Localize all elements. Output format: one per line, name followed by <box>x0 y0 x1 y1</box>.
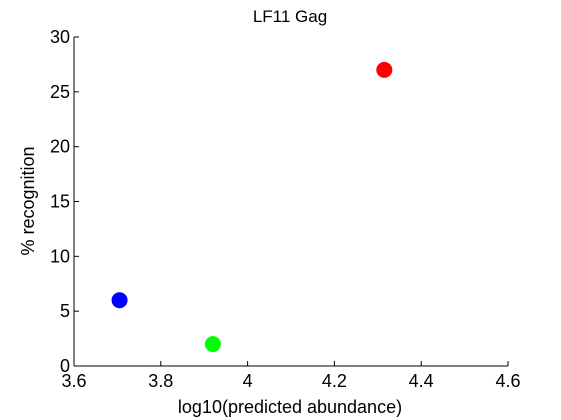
x-tick-label: 3.8 <box>148 371 173 391</box>
y-tick-label: 20 <box>50 137 70 157</box>
ticks: 3.6 3.8 4 4.2 4.4 4.6 0 5 10 15 20 25 30 <box>50 27 521 391</box>
y-tick-label: 10 <box>50 246 70 266</box>
axes <box>73 37 508 367</box>
data-point <box>111 292 128 309</box>
y-tick-label: 25 <box>50 82 70 102</box>
y-tick-label: 0 <box>60 356 70 376</box>
data-point <box>204 336 221 353</box>
y-tick-label: 5 <box>60 301 70 321</box>
y-axis-label: % recognition <box>18 146 38 255</box>
x-tick-label: 4.2 <box>322 371 347 391</box>
chart-title: LF11 Gag <box>253 7 327 26</box>
x-tick-label: 4.4 <box>409 371 434 391</box>
x-tick-label: 3.6 <box>61 371 86 391</box>
data-points <box>111 61 393 353</box>
y-tick-label: 15 <box>50 192 70 212</box>
x-tick-label: 4.6 <box>495 371 520 391</box>
x-axis-label: log10(predicted abundance) <box>178 397 402 417</box>
data-point <box>376 61 393 78</box>
x-tick-label: 4 <box>243 371 253 391</box>
y-tick-label: 30 <box>50 27 70 47</box>
